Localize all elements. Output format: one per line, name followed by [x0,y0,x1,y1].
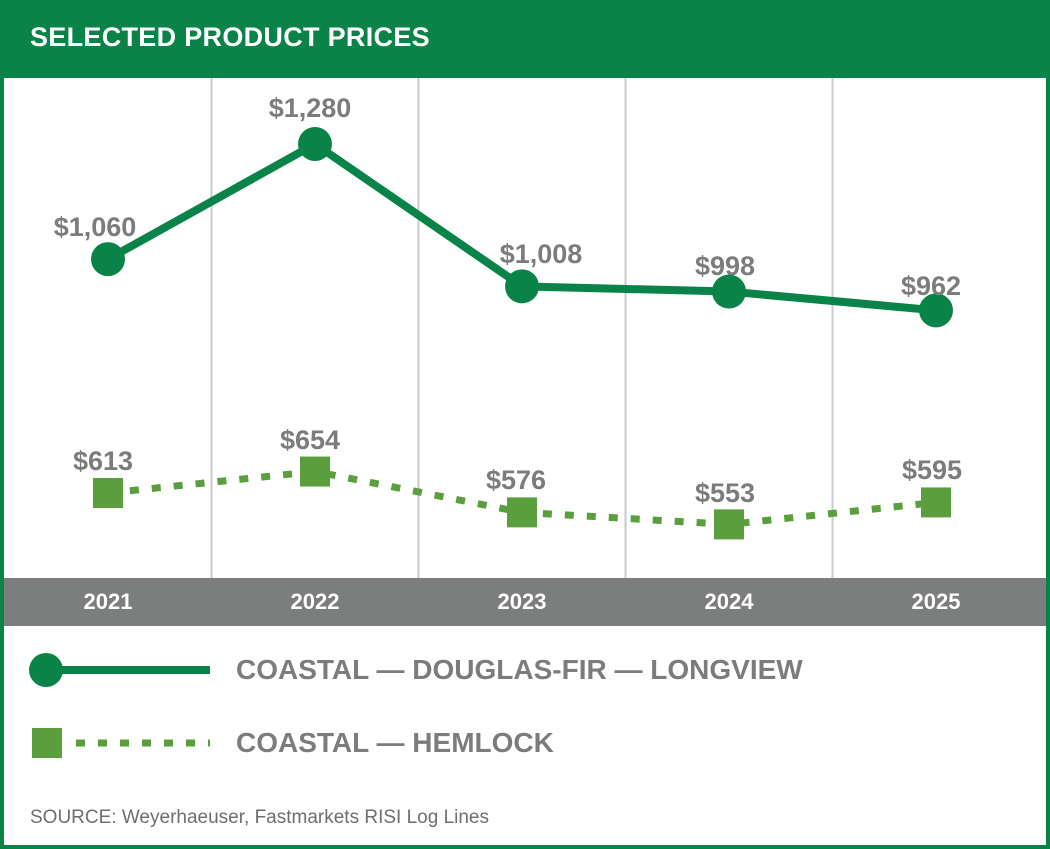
x-tick-label-2025: 2025 [912,589,961,614]
chart-title: SELECTED PRODUCT PRICES [30,22,430,52]
x-tick-label-2024: 2024 [705,589,755,614]
data-label-douglas-fir-2023: $1,008 [500,239,583,269]
point-hemlock-2022 [300,456,330,487]
data-label-hemlock-2025: $595 [902,455,962,485]
x-tick-label-2021: 2021 [84,589,133,614]
point-douglas-fir-2023 [505,269,539,304]
point-hemlock-2023 [507,497,537,528]
point-hemlock-2021 [93,478,123,508]
data-label-douglas-fir-2024: $998 [695,251,755,281]
legend-marker-hemlock [32,728,62,758]
data-label-hemlock-2022: $654 [280,425,340,455]
data-label-hemlock-2021: $613 [73,446,133,476]
point-douglas-fir-2024 [712,274,746,309]
point-douglas-fir-2021 [91,242,125,277]
title-bar: SELECTED PRODUCT PRICES [0,0,1050,78]
source-note: SOURCE: Weyerhaeuser, Fastmarkets RISI L… [30,807,489,828]
legend-marker-douglas-fir [29,653,63,687]
point-douglas-fir-2022 [298,127,332,161]
x-axis-band [4,578,1046,626]
data-label-douglas-fir-2021: $1,060 [54,212,137,242]
data-label-douglas-fir-2022: $1,280 [269,93,352,123]
legend-label-hemlock: COASTAL — HEMLOCK [236,727,554,758]
data-label-douglas-fir-2025: $962 [901,271,961,301]
point-hemlock-2025 [921,487,951,518]
point-douglas-fir-2025 [919,293,953,328]
legend-label-douglas-fir: COASTAL — DOUGLAS-FIR — LONGVIEW [236,654,803,685]
point-hemlock-2024 [714,509,744,540]
data-label-hemlock-2024: $553 [695,478,755,508]
data-label-hemlock-2023: $576 [486,465,546,495]
x-tick-label-2022: 2022 [291,589,340,614]
x-tick-label-2023: 2023 [498,589,547,614]
